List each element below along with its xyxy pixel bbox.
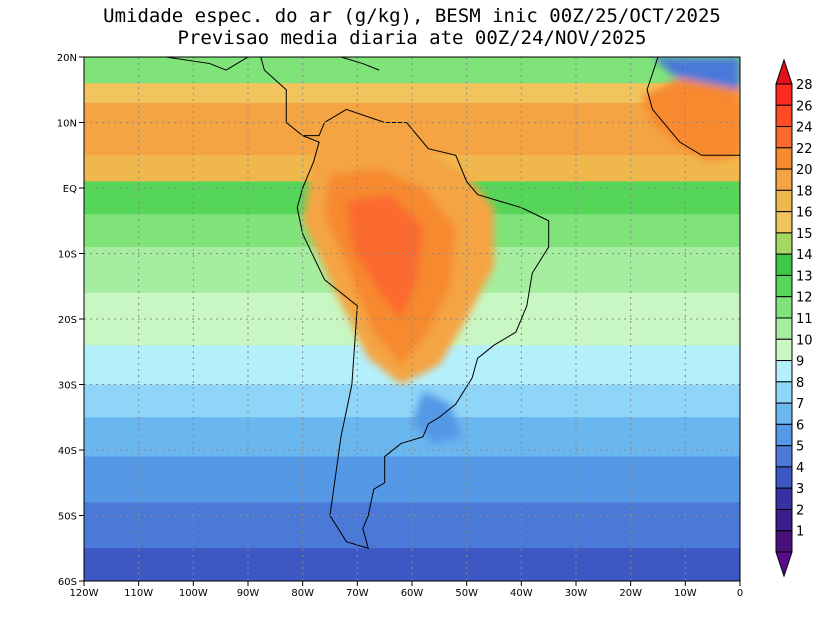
colorbar-segment (775, 126, 793, 149)
longitude-label: 120W (70, 588, 99, 599)
colorbar-segment (775, 83, 793, 106)
colorbar-label: 28 (796, 78, 813, 93)
colorbar-segment (775, 445, 793, 468)
colorbar-segment (775, 147, 793, 170)
coastline (340, 57, 380, 71)
title-line-1: Umidade espec. do ar (g/kg), BESM inic 0… (103, 5, 721, 27)
colorbar-label: 20 (796, 163, 813, 178)
longitude-label: 100W (179, 588, 208, 599)
colorbar-segment (775, 168, 793, 191)
humidity-features (302, 57, 740, 444)
colorbar-segment (775, 296, 793, 319)
colorbar-segment (775, 338, 793, 362)
colorbar-label: 13 (796, 269, 813, 284)
colorbar-label: 2 (796, 503, 804, 518)
colorbar-label: 5 (796, 440, 804, 455)
latitude-label: 40S (58, 446, 77, 457)
colorbar-segment (775, 360, 793, 383)
longitude-label: 20W (619, 588, 642, 599)
colorbar-segment (775, 402, 793, 425)
longitude-label: 90W (237, 588, 260, 599)
latitude-axis: 20N 10N EQ 10S 20S 30S 40S 50S 60S (57, 53, 84, 588)
colorbar: 28 26 24 22 20 18 16 15 14 13 12 11 10 9 8 7 6 5 4 3 2 1 (775, 58, 813, 578)
colorbar-label: 14 (796, 248, 813, 263)
colorbar-segment (775, 274, 793, 298)
africa-humid-region (641, 70, 740, 162)
latitude-label: 50S (58, 512, 77, 523)
longitude-label: 110W (124, 588, 153, 599)
colorbar-segment (775, 104, 793, 128)
coastline (646, 57, 740, 156)
colorbar-segment (775, 423, 793, 447)
colorbar-label: 15 (796, 227, 813, 242)
longitude-axis: 120W 110W 100W 90W 80W 70W 60W 50W 40W 30W 20W 10W 0 (70, 581, 743, 599)
colorbar-label: 22 (796, 142, 813, 157)
map-area (84, 57, 740, 581)
colorbar-label: 9 (796, 355, 804, 370)
colorbar-segment (775, 232, 793, 255)
colorbar-label: 6 (796, 418, 804, 433)
colorbar-label: 4 (796, 461, 804, 476)
colorbar-label: 26 (796, 99, 813, 114)
longitude-label: 30W (565, 588, 588, 599)
colorbar-label: 1 (796, 525, 804, 540)
colorbar-label: 18 (796, 184, 813, 199)
longitude-label: 50W (455, 588, 478, 599)
colorbar-segment (775, 508, 793, 532)
coastlines (100, 57, 740, 549)
colorbar-segment (775, 317, 793, 340)
lat-lon-grid (84, 57, 740, 581)
latitude-label: 30S (58, 381, 77, 392)
coastline (100, 57, 550, 549)
longitude-label: 10W (674, 588, 697, 599)
humidity-band (84, 548, 740, 581)
la-plata-dry-region (412, 391, 462, 444)
colorbar-segment (775, 211, 793, 234)
colorbar-label: 8 (796, 376, 804, 391)
latitude-label: 60S (58, 577, 77, 588)
colorbar-label: 3 (796, 482, 804, 497)
title-line-2: Previsao media diaria ate 00Z/24/NOV/202… (178, 27, 647, 49)
latitude-label: 20N (57, 53, 77, 64)
longitude-label: 60W (401, 588, 424, 599)
colorbar-segment (775, 253, 793, 276)
latitude-label: 10N (57, 119, 77, 130)
colorbar-segment (775, 530, 793, 553)
longitude-label: 70W (346, 588, 369, 599)
colorbar-segment (775, 381, 793, 404)
colorbar-top-arrow (775, 58, 793, 85)
colorbar-segment (775, 466, 793, 489)
colorbar-segment (775, 487, 793, 510)
longitude-label: 80W (291, 588, 314, 599)
colorbar-label: 12 (796, 291, 813, 306)
colorbar-label: 11 (796, 312, 813, 327)
north-atlantic-dry-region (652, 57, 740, 90)
longitude-label: 0 (737, 588, 743, 599)
colorbar-segment (775, 189, 793, 213)
colorbar-label: 10 (796, 333, 813, 348)
colorbar-label: 24 (796, 121, 813, 136)
colorbar-label: 7 (796, 397, 804, 412)
latitude-label: 10S (58, 250, 77, 261)
latitude-label: 20S (58, 315, 77, 326)
colorbar-bottom-arrow (775, 551, 793, 578)
humidity-core-region (346, 194, 423, 319)
longitude-label: 40W (510, 588, 533, 599)
latitude-label: EQ (63, 184, 77, 195)
humidity-band (84, 384, 740, 419)
colorbar-label: 16 (796, 206, 813, 221)
